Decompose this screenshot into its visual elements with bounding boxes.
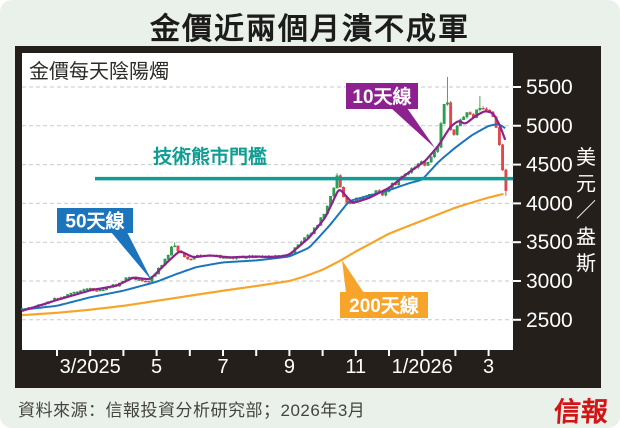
x-axis: 3/2025 5 7 9 11 1/2026 3 xyxy=(56,350,494,378)
y-unit-char: ／ xyxy=(576,200,596,222)
callout-ma50: 50天線 xyxy=(57,208,152,281)
y-axis: 5500 5000 4500 4000 3500 3000 2500 美元 ／ 盎斯 xyxy=(513,76,596,332)
y-unit-char: 美 xyxy=(576,146,596,169)
ma200-line xyxy=(22,192,504,317)
page-title: 金價近兩個月潰不成軍 xyxy=(150,13,470,46)
gridlines xyxy=(22,86,513,321)
plot-label: 金價每天陰陽燭 xyxy=(29,60,169,83)
callout-ma200: 200天線 xyxy=(340,260,428,318)
x-tick-label: 5 xyxy=(151,356,162,378)
y-tick-label: 5500 xyxy=(526,76,573,99)
chart-area: 3/2025 5 7 9 11 1/2026 3 5500 5000 4500 4000 3500 30… xyxy=(15,46,601,388)
callout-label: 10天線 xyxy=(352,85,411,108)
y-tick-label: 4500 xyxy=(526,154,573,177)
x-tick-label: 3/2025 xyxy=(60,356,121,378)
bear-threshold-label: 技術熊市門檻 xyxy=(153,145,267,168)
y-tick-label: 3000 xyxy=(526,270,573,293)
y-unit-char: 盎 xyxy=(576,226,596,249)
y-tick-label: 5000 xyxy=(526,115,573,138)
callout-label: 200天線 xyxy=(349,294,419,317)
x-tick-label: 7 xyxy=(217,356,228,378)
candlestick-chart: 3/2025 5 7 9 11 1/2026 3 5500 5000 4500 4000 3500 30… xyxy=(15,46,601,388)
y-tick-label: 3500 xyxy=(526,231,573,254)
ma10-line xyxy=(21,110,507,312)
x-tick-label: 9 xyxy=(284,356,295,378)
callout-ma10: 10天線 xyxy=(346,83,435,148)
brand-logo: 信報 xyxy=(552,397,609,427)
y-unit-char: 斯 xyxy=(576,252,596,275)
source-note: 資料來源：信報投資分析研究部；2026年3月 xyxy=(18,401,366,420)
footer: 資料來源：信報投資分析研究部；2026年3月 信報 xyxy=(0,390,620,428)
x-tick-label: 11 xyxy=(345,356,366,378)
y-tick-label: 2500 xyxy=(526,309,573,332)
x-tick-label: 1/2026 xyxy=(392,356,453,378)
y-unit-char: 元 xyxy=(576,174,596,196)
y-tick-label: 4000 xyxy=(526,192,573,215)
x-tick-label: 3 xyxy=(483,356,494,378)
callout-label: 50天線 xyxy=(65,210,124,233)
